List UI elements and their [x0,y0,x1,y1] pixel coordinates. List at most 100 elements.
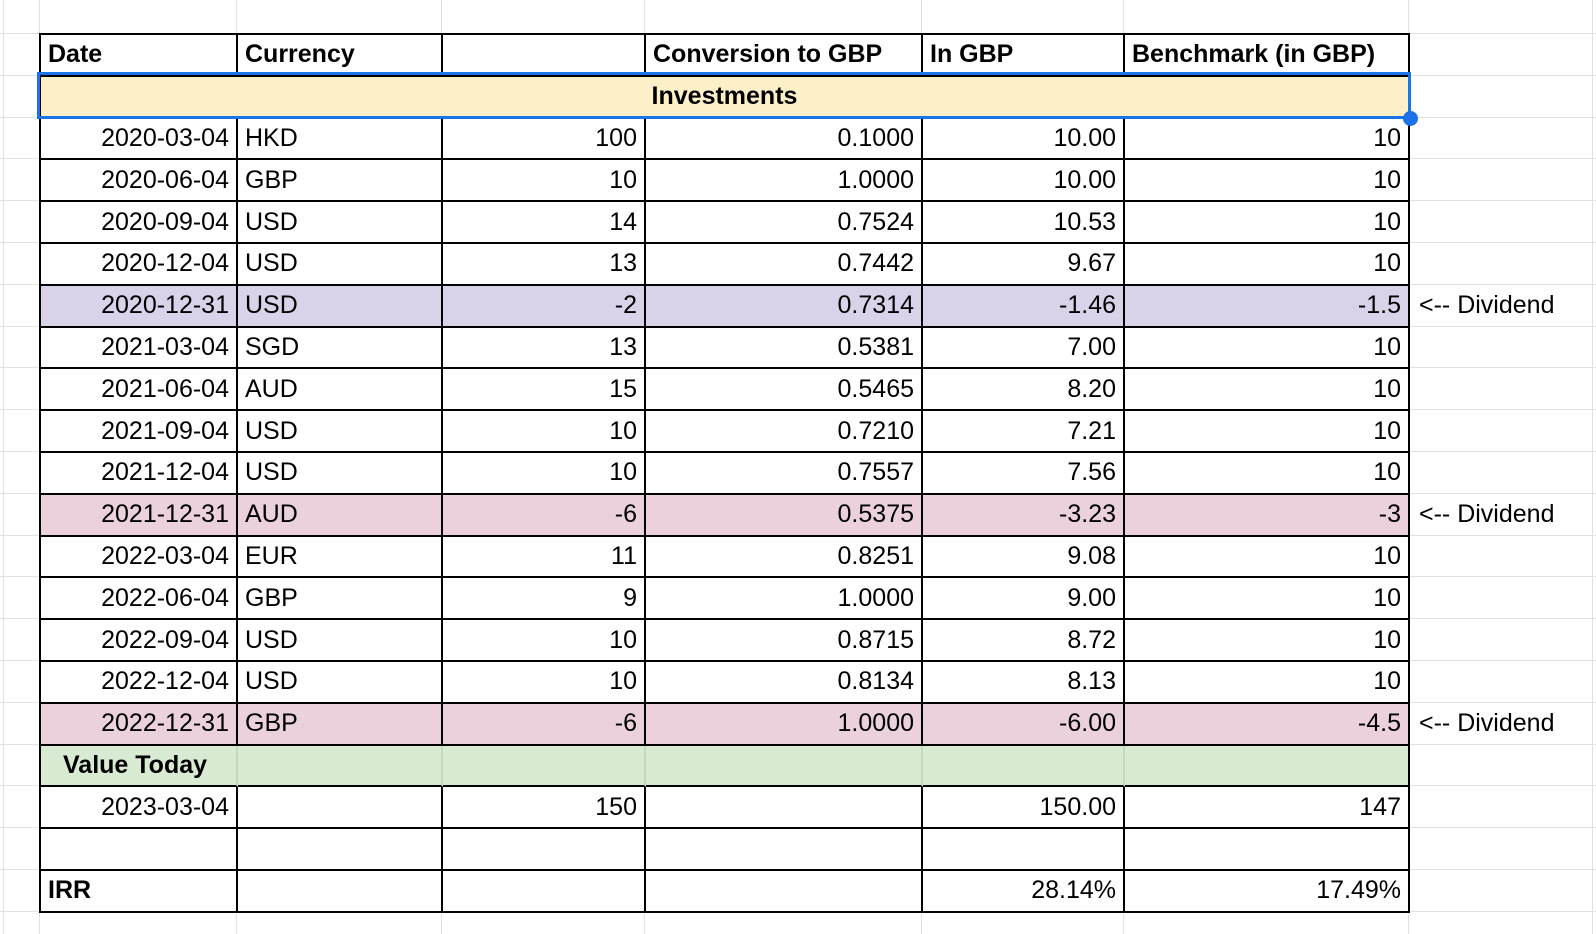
table-cell[interactable]: 0.7524 [646,202,923,244]
table-cell[interactable]: 2021-12-04 [41,452,238,495]
table-cell[interactable]: -3.23 [923,494,1125,537]
table-cell[interactable]: 10 [1125,160,1410,203]
table-cell[interactable] [443,829,646,871]
table-cell[interactable]: 0.7557 [646,452,923,495]
table-cell[interactable]: 13 [443,327,646,370]
table-cell[interactable]: -1.46 [923,285,1125,328]
table-cell[interactable]: 150.00 [923,787,1125,830]
table-cell[interactable]: 100 [443,118,646,161]
column-header-cell[interactable] [443,35,646,77]
table-cell[interactable]: 1.0000 [646,703,923,746]
table-cell[interactable]: 0.5465 [646,369,923,412]
table-cell[interactable] [646,829,923,871]
table-cell[interactable]: AUD [238,494,443,537]
column-header-cell[interactable]: Date [41,35,238,77]
table-cell[interactable]: 10 [443,160,646,203]
table-cell[interactable]: 15 [443,369,646,412]
table-cell[interactable]: 7.21 [923,411,1125,453]
table-cell[interactable]: USD [238,202,443,244]
table-cell[interactable]: 10 [1125,243,1410,286]
table-cell[interactable]: 17.49% [1125,870,1410,913]
table-cell[interactable] [923,829,1125,871]
table-cell[interactable] [646,870,923,913]
table-cell[interactable] [923,745,1125,788]
table-cell[interactable]: 150 [443,787,646,830]
selection-fill-handle-icon[interactable] [1403,111,1418,126]
table-cell[interactable]: USD [238,452,443,495]
table-cell[interactable]: -4.5 [1125,703,1410,746]
table-cell[interactable]: 0.1000 [646,118,923,161]
table-cell[interactable]: 9.00 [923,578,1125,621]
table-cell[interactable]: USD [238,285,443,328]
table-cell[interactable]: 9.67 [923,243,1125,286]
table-cell[interactable] [238,870,443,913]
table-cell[interactable]: -1.5 [1125,285,1410,328]
table-cell[interactable]: USD [238,620,443,662]
table-cell[interactable]: 8.13 [923,661,1125,704]
table-cell[interactable]: 10 [1125,536,1410,579]
column-header-cell[interactable]: In GBP [923,35,1125,77]
table-cell[interactable]: 10 [443,620,646,662]
table-cell[interactable]: 10 [1125,578,1410,621]
table-cell[interactable] [238,787,443,830]
table-cell[interactable]: 2022-03-04 [41,536,238,579]
table-cell[interactable]: 2020-09-04 [41,202,238,244]
table-cell[interactable]: 9.08 [923,536,1125,579]
table-cell[interactable]: AUD [238,369,443,412]
table-cell[interactable]: 0.5375 [646,494,923,537]
column-header-cell[interactable]: Benchmark (in GBP) [1125,35,1410,77]
table-cell[interactable]: -3 [1125,494,1410,537]
table-cell[interactable]: 0.8134 [646,661,923,704]
table-cell[interactable]: 10 [1125,327,1410,370]
table-cell[interactable]: -2 [443,285,646,328]
table-cell[interactable]: 8.20 [923,369,1125,412]
table-cell[interactable]: 10 [1125,411,1410,453]
table-cell[interactable] [1125,829,1410,871]
table-cell[interactable]: 10 [1125,202,1410,244]
table-cell[interactable]: 2020-12-04 [41,243,238,286]
column-header-cell[interactable]: Conversion to GBP [646,35,923,77]
table-cell[interactable]: 10 [443,661,646,704]
table-cell[interactable]: 0.8715 [646,620,923,662]
table-cell[interactable] [646,787,923,830]
table-cell[interactable]: 10 [1125,369,1410,412]
column-header-cell[interactable]: Currency [238,35,443,77]
table-cell[interactable]: 2020-12-31 [41,285,238,328]
table-cell[interactable]: 2021-06-04 [41,369,238,412]
table-cell[interactable]: EUR [238,536,443,579]
table-cell[interactable]: 9 [443,578,646,621]
table-cell[interactable]: 10.00 [923,160,1125,203]
table-cell[interactable]: 7.00 [923,327,1125,370]
table-cell[interactable]: 2022-09-04 [41,620,238,662]
table-cell[interactable]: 2020-03-04 [41,118,238,161]
table-cell[interactable]: IRR [41,870,238,913]
table-cell[interactable]: 10 [1125,661,1410,704]
table-cell[interactable]: 1.0000 [646,578,923,621]
table-cell[interactable]: SGD [238,327,443,370]
table-cell[interactable]: 2021-09-04 [41,411,238,453]
table-cell[interactable]: 14 [443,202,646,244]
table-cell[interactable] [238,829,443,871]
table-cell[interactable]: 13 [443,243,646,286]
table-cell[interactable]: 0.5381 [646,327,923,370]
table-cell[interactable]: 28.14% [923,870,1125,913]
table-cell[interactable]: HKD [238,118,443,161]
table-cell[interactable]: USD [238,661,443,704]
table-cell[interactable]: USD [238,243,443,286]
table-cell[interactable] [41,829,238,871]
selection-overlay[interactable] [37,72,1411,119]
table-cell[interactable]: GBP [238,160,443,203]
table-cell[interactable]: -6 [443,703,646,746]
table-cell[interactable]: 2021-12-31 [41,494,238,537]
table-cell[interactable]: 10.53 [923,202,1125,244]
table-cell[interactable]: 10 [443,452,646,495]
table-cell[interactable]: 2021-03-04 [41,327,238,370]
table-cell[interactable]: 10 [1125,452,1410,495]
table-cell[interactable]: 147 [1125,787,1410,830]
table-cell[interactable]: 2020-06-04 [41,160,238,203]
table-cell[interactable]: 10 [443,411,646,453]
table-cell[interactable]: GBP [238,578,443,621]
table-cell[interactable]: 8.72 [923,620,1125,662]
table-cell[interactable]: 1.0000 [646,160,923,203]
table-cell[interactable]: 11 [443,536,646,579]
